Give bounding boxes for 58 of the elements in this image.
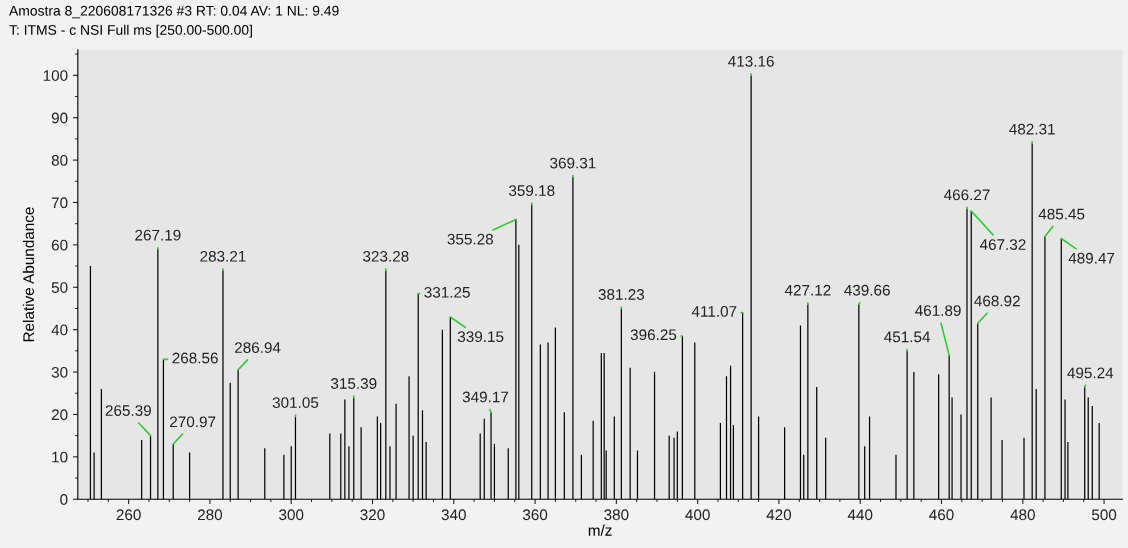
annotation: 339.15 — [457, 331, 504, 343]
y-tick-label: 0 — [60, 494, 68, 505]
x-tick-label: 440 — [847, 509, 873, 521]
annotation: 268.56 — [172, 352, 218, 364]
annotation: 468.92 — [974, 295, 1020, 307]
annotation: 267.19 — [135, 229, 181, 241]
annotation: 355.28 — [447, 233, 493, 245]
x-tick-label: 500 — [1091, 509, 1117, 521]
annotation: 439.66 — [844, 284, 890, 296]
annotation: 467.32 — [979, 239, 1026, 250]
annotation: 461.89 — [915, 305, 961, 316]
y-tick-label: 80 — [51, 154, 68, 166]
x-tick-label: 300 — [279, 509, 304, 521]
annotation: 381.23 — [598, 289, 645, 300]
annotation: 283.21 — [200, 250, 246, 262]
y-axis-title: Relative Abundance — [22, 207, 35, 342]
y-tick-label: 40 — [51, 324, 68, 336]
x-tick-label: 360 — [522, 509, 548, 521]
annotation: 369.31 — [550, 157, 596, 169]
y-tick-label: 60 — [51, 239, 68, 251]
annotation: 315.39 — [330, 378, 377, 389]
x-tick-label: 460 — [929, 509, 954, 521]
x-tick-label: 420 — [766, 509, 792, 521]
annotation: 451.54 — [884, 331, 931, 343]
annotation: 411.07 — [691, 305, 737, 317]
y-tick-label: 90 — [51, 112, 68, 124]
annotation: 489.47 — [1068, 252, 1115, 264]
annotation: 359.18 — [508, 185, 555, 197]
chart-title: Amostra 8_220608171326 #3 RT: 0.04 AV: 1 NL: 9.49 — [9, 5, 339, 19]
x-tick-label: 400 — [685, 509, 710, 521]
annotation: 301.05 — [272, 397, 319, 408]
annotation: 265.39 — [105, 405, 151, 416]
annotation: 427.12 — [784, 284, 831, 296]
y-tick-label: 50 — [51, 282, 68, 293]
annotation: 323.28 — [363, 250, 409, 262]
x-tick-label: 260 — [116, 509, 141, 521]
x-tick-label: 340 — [441, 509, 466, 521]
y-tick-label: 20 — [51, 409, 68, 421]
x-tick-label: 380 — [604, 509, 629, 521]
y-tick-label: 70 — [51, 197, 68, 209]
x-axis-title: m/z — [588, 524, 612, 536]
annotation: 331.25 — [424, 286, 470, 298]
annotation: 495.24 — [1067, 367, 1114, 379]
annotation: 485.45 — [1038, 208, 1085, 220]
y-tick-label: 10 — [52, 451, 68, 463]
x-tick-label: 320 — [360, 509, 385, 521]
x-tick-label: 280 — [197, 509, 223, 521]
chart-subtitle: T: ITMS - c NSI Full ms [250.00-500.00] — [9, 24, 252, 38]
annotation: 396.25 — [630, 329, 677, 341]
x-tick-label: 480 — [1010, 509, 1035, 521]
y-tick-label: 30 — [51, 366, 68, 378]
annotation: 286.94 — [234, 342, 281, 354]
annotation: 413.16 — [728, 55, 774, 67]
annotation: 482.31 — [1009, 123, 1055, 135]
annotation: 349.17 — [462, 391, 509, 403]
y-tick-label: 100 — [43, 70, 68, 81]
annotation: 466.27 — [943, 189, 990, 201]
annotation: 270.97 — [170, 416, 216, 428]
